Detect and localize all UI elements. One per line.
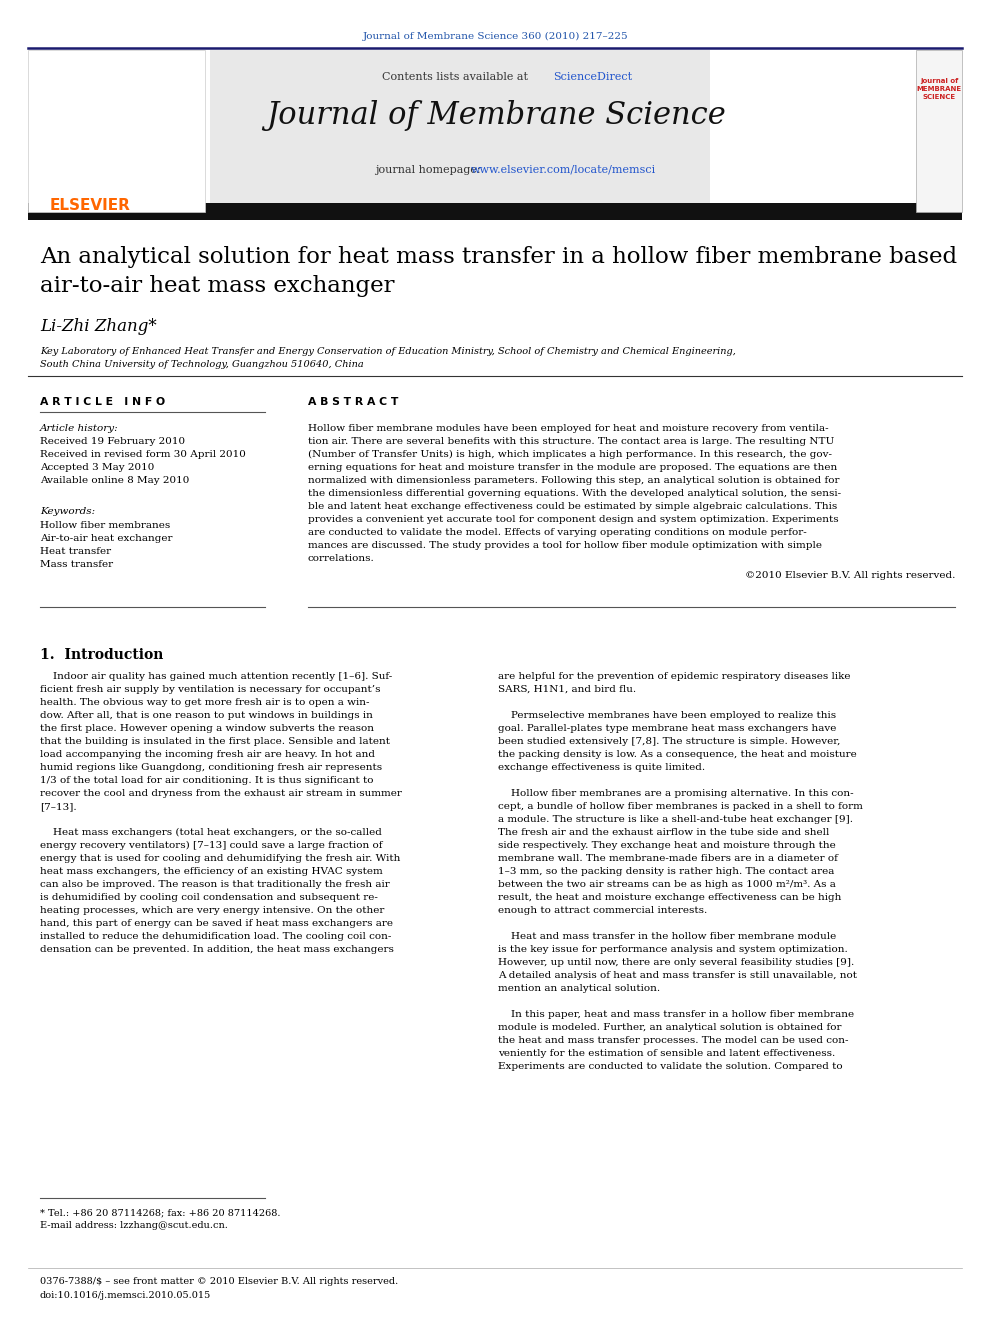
Text: Indoor air quality has gained much attention recently [1–6]. Suf-: Indoor air quality has gained much atten… (40, 672, 392, 681)
Text: enough to attract commercial interests.: enough to attract commercial interests. (498, 906, 707, 916)
Text: provides a convenient yet accurate tool for component design and system optimiza: provides a convenient yet accurate tool … (308, 515, 838, 524)
Text: 1.  Introduction: 1. Introduction (40, 648, 164, 662)
Text: ELSEVIER: ELSEVIER (50, 198, 131, 213)
Text: Keywords:: Keywords: (40, 507, 95, 516)
Text: are conducted to validate the model. Effects of varying operating conditions on : are conducted to validate the model. Eff… (308, 528, 806, 537)
Text: the packing density is low. As a consequence, the heat and moisture: the packing density is low. As a consequ… (498, 750, 857, 759)
Text: Contents lists available at: Contents lists available at (382, 71, 532, 82)
Text: the dimensionless differential governing equations. With the developed analytica: the dimensionless differential governing… (308, 490, 841, 497)
Text: correlations.: correlations. (308, 554, 375, 564)
Text: ficient fresh air supply by ventilation is necessary for occupant’s: ficient fresh air supply by ventilation … (40, 685, 381, 695)
Text: the heat and mass transfer processes. The model can be used con-: the heat and mass transfer processes. Th… (498, 1036, 848, 1045)
Text: normalized with dimensionless parameters. Following this step, an analytical sol: normalized with dimensionless parameters… (308, 476, 839, 486)
Text: mention an analytical solution.: mention an analytical solution. (498, 984, 660, 994)
Text: Li-Zhi Zhang*: Li-Zhi Zhang* (40, 318, 157, 335)
Text: doi:10.1016/j.memsci.2010.05.015: doi:10.1016/j.memsci.2010.05.015 (40, 1291, 211, 1301)
Text: between the two air streams can be as high as 1000 m²/m³. As a: between the two air streams can be as hi… (498, 880, 836, 889)
Text: A B S T R A C T: A B S T R A C T (308, 397, 399, 407)
Text: 1/3 of the total load for air conditioning. It is thus significant to: 1/3 of the total load for air conditioni… (40, 777, 374, 785)
Text: Journal of Membrane Science 360 (2010) 217–225: Journal of Membrane Science 360 (2010) 2… (363, 32, 629, 41)
Text: the first place. However opening a window subverts the reason: the first place. However opening a windo… (40, 724, 374, 733)
Text: Hollow fiber membranes: Hollow fiber membranes (40, 521, 171, 531)
Text: a module. The structure is like a shell-and-tube heat exchanger [9].: a module. The structure is like a shell-… (498, 815, 853, 824)
Text: goal. Parallel-plates type membrane heat mass exchangers have: goal. Parallel-plates type membrane heat… (498, 724, 836, 733)
Text: [7–13].: [7–13]. (40, 802, 76, 811)
Text: Air-to-air heat exchanger: Air-to-air heat exchanger (40, 534, 173, 542)
Text: are helpful for the prevention of epidemic respiratory diseases like: are helpful for the prevention of epidem… (498, 672, 850, 681)
Text: Key Laboratory of Enhanced Heat Transfer and Energy Conservation of Education Mi: Key Laboratory of Enhanced Heat Transfer… (40, 347, 736, 356)
Text: www.elsevier.com/locate/memsci: www.elsevier.com/locate/memsci (471, 165, 657, 175)
Text: Hollow fiber membranes are a promising alternative. In this con-: Hollow fiber membranes are a promising a… (498, 789, 854, 798)
Text: humid regions like Guangdong, conditioning fresh air represents: humid regions like Guangdong, conditioni… (40, 763, 382, 773)
Text: cept, a bundle of hollow fiber membranes is packed in a shell to form: cept, a bundle of hollow fiber membranes… (498, 802, 863, 811)
Text: Heat mass exchangers (total heat exchangers, or the so-called: Heat mass exchangers (total heat exchang… (40, 828, 382, 837)
Text: membrane wall. The membrane-made fibers are in a diameter of: membrane wall. The membrane-made fibers … (498, 855, 838, 863)
Text: energy that is used for cooling and dehumidifying the fresh air. With: energy that is used for cooling and dehu… (40, 855, 401, 863)
Text: densation can be prevented. In addition, the heat mass exchangers: densation can be prevented. In addition,… (40, 945, 394, 954)
Text: health. The obvious way to get more fresh air is to open a win-: health. The obvious way to get more fres… (40, 699, 369, 706)
Text: SARS, H1N1, and bird flu.: SARS, H1N1, and bird flu. (498, 685, 636, 695)
Text: (Number of Transfer Units) is high, which implicates a high performance. In this: (Number of Transfer Units) is high, whic… (308, 450, 832, 459)
Text: journal homepage:: journal homepage: (375, 165, 484, 175)
Text: However, up until now, there are only several feasibility studies [9].: However, up until now, there are only se… (498, 958, 854, 967)
Text: Hollow fiber membrane modules have been employed for heat and moisture recovery : Hollow fiber membrane modules have been … (308, 423, 828, 433)
Text: Received in revised form 30 April 2010: Received in revised form 30 April 2010 (40, 450, 246, 459)
Text: erning equations for heat and moisture transfer in the module are proposed. The : erning equations for heat and moisture t… (308, 463, 837, 472)
Text: 0376-7388/$ – see front matter © 2010 Elsevier B.V. All rights reserved.: 0376-7388/$ – see front matter © 2010 El… (40, 1277, 398, 1286)
Text: Available online 8 May 2010: Available online 8 May 2010 (40, 476, 189, 486)
Text: Heat transfer: Heat transfer (40, 546, 111, 556)
Text: * Tel.: +86 20 87114268; fax: +86 20 87114268.: * Tel.: +86 20 87114268; fax: +86 20 871… (40, 1208, 281, 1217)
Text: The fresh air and the exhaust airflow in the tube side and shell: The fresh air and the exhaust airflow in… (498, 828, 829, 837)
Text: ScienceDirect: ScienceDirect (554, 71, 633, 82)
Text: Experiments are conducted to validate the solution. Compared to: Experiments are conducted to validate th… (498, 1062, 842, 1072)
Text: veniently for the estimation of sensible and latent effectiveness.: veniently for the estimation of sensible… (498, 1049, 835, 1058)
Text: been studied extensively [7,8]. The structure is simple. However,: been studied extensively [7,8]. The stru… (498, 737, 840, 746)
Text: side respectively. They exchange heat and moisture through the: side respectively. They exchange heat an… (498, 841, 835, 849)
Text: Received 19 February 2010: Received 19 February 2010 (40, 437, 186, 446)
Text: is the key issue for performance analysis and system optimization.: is the key issue for performance analysi… (498, 945, 848, 954)
Text: An analytical solution for heat mass transfer in a hollow fiber membrane based
a: An analytical solution for heat mass tra… (40, 246, 957, 296)
Text: recover the cool and dryness from the exhaust air stream in summer: recover the cool and dryness from the ex… (40, 789, 402, 798)
Text: installed to reduce the dehumidification load. The cooling coil con-: installed to reduce the dehumidification… (40, 931, 392, 941)
Text: load accompanying the incoming fresh air are heavy. In hot and: load accompanying the incoming fresh air… (40, 750, 375, 759)
Text: energy recovery ventilators) [7–13] could save a large fraction of: energy recovery ventilators) [7–13] coul… (40, 841, 383, 851)
Text: mances are discussed. The study provides a tool for hollow fiber module optimiza: mances are discussed. The study provides… (308, 541, 822, 550)
Text: South China University of Technology, Guangzhou 510640, China: South China University of Technology, Gu… (40, 360, 364, 369)
Text: Article history:: Article history: (40, 423, 119, 433)
Text: Accepted 3 May 2010: Accepted 3 May 2010 (40, 463, 155, 472)
Text: module is modeled. Further, an analytical solution is obtained for: module is modeled. Further, an analytica… (498, 1023, 841, 1032)
Text: Journal of Membrane Science: Journal of Membrane Science (266, 101, 726, 131)
Text: E-mail address: lzzhang@scut.edu.cn.: E-mail address: lzzhang@scut.edu.cn. (40, 1221, 228, 1230)
Text: 1–3 mm, so the packing density is rather high. The contact area: 1–3 mm, so the packing density is rather… (498, 867, 834, 876)
Text: result, the heat and moisture exchange effectiveness can be high: result, the heat and moisture exchange e… (498, 893, 841, 902)
Text: ©2010 Elsevier B.V. All rights reserved.: ©2010 Elsevier B.V. All rights reserved. (745, 572, 955, 579)
Text: Mass transfer: Mass transfer (40, 560, 113, 569)
Text: ble and latent heat exchange effectiveness could be estimated by simple algebrai: ble and latent heat exchange effectivene… (308, 501, 837, 511)
Text: In this paper, heat and mass transfer in a hollow fiber membrane: In this paper, heat and mass transfer in… (498, 1009, 854, 1019)
Text: that the building is insulated in the first place. Sensible and latent: that the building is insulated in the fi… (40, 737, 390, 746)
Text: heat mass exchangers, the efficiency of an existing HVAC system: heat mass exchangers, the efficiency of … (40, 867, 383, 876)
Text: Heat and mass transfer in the hollow fiber membrane module: Heat and mass transfer in the hollow fib… (498, 931, 836, 941)
Text: hand, this part of energy can be saved if heat mass exchangers are: hand, this part of energy can be saved i… (40, 919, 393, 927)
Text: can also be improved. The reason is that traditionally the fresh air: can also be improved. The reason is that… (40, 880, 390, 889)
Text: exchange effectiveness is quite limited.: exchange effectiveness is quite limited. (498, 763, 705, 773)
Text: A detailed analysis of heat and mass transfer is still unavailable, not: A detailed analysis of heat and mass tra… (498, 971, 857, 980)
Text: Permselective membranes have been employed to realize this: Permselective membranes have been employ… (498, 710, 836, 720)
Text: A R T I C L E   I N F O: A R T I C L E I N F O (40, 397, 165, 407)
Text: heating processes, which are very energy intensive. On the other: heating processes, which are very energy… (40, 906, 384, 916)
Text: is dehumidified by cooling coil condensation and subsequent re-: is dehumidified by cooling coil condensa… (40, 893, 378, 902)
Text: journal of
MEMBRANE
SCIENCE: journal of MEMBRANE SCIENCE (917, 78, 961, 101)
Text: tion air. There are several benefits with this structure. The contact area is la: tion air. There are several benefits wit… (308, 437, 834, 446)
Text: dow. After all, that is one reason to put windows in buildings in: dow. After all, that is one reason to pu… (40, 710, 373, 720)
